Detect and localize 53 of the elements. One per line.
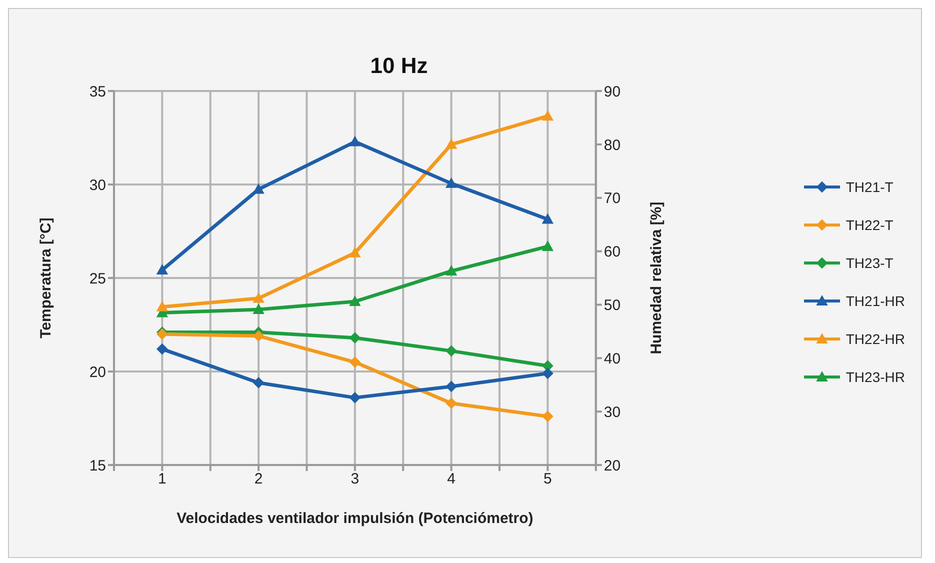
x-tick-label: 2	[254, 470, 263, 488]
y-tick-label: 35	[89, 83, 106, 100]
point	[253, 292, 264, 303]
y2-tick-label: 90	[604, 83, 621, 100]
chart-title: 10 Hz	[369, 53, 429, 79]
point	[349, 247, 360, 258]
y-tick-label: 20	[89, 364, 106, 381]
point	[349, 136, 360, 146]
legend-label: TH22-HR	[846, 331, 905, 347]
x-tick-label: 1	[158, 470, 166, 488]
y-tick-label: 25	[89, 270, 106, 288]
point	[156, 344, 168, 355]
y2-tick-label: 40	[604, 350, 621, 368]
legend-label: TH22-T	[846, 217, 894, 233]
point	[253, 184, 264, 194]
point	[253, 304, 264, 314]
point	[446, 138, 457, 149]
point	[349, 332, 360, 344]
legend-label: TH23-HR	[846, 369, 905, 385]
y-tick-label: 15	[89, 457, 106, 474]
y2-tick-label: 70	[604, 190, 621, 208]
x-tick-label: 3	[350, 470, 360, 488]
point	[542, 368, 554, 379]
x-tick-label: 5	[544, 470, 552, 488]
y2-axis-title: Humedad relativa [%]	[648, 202, 666, 354]
legend-label: TH23-T	[846, 255, 894, 271]
point	[253, 377, 264, 388]
y2-tick-label: 80	[604, 136, 621, 154]
point	[542, 110, 554, 121]
y2-tick-label: 20	[604, 457, 621, 474]
point	[542, 240, 554, 251]
point	[446, 345, 457, 356]
point	[446, 266, 457, 276]
y2-tick-label: 50	[604, 297, 621, 314]
legend-label: TH21-HR	[846, 293, 905, 309]
point	[446, 178, 457, 188]
point	[446, 398, 457, 409]
y2-tick-label: 30	[604, 404, 621, 421]
point	[349, 356, 360, 368]
y2-tick-label: 60	[604, 244, 621, 261]
point	[156, 301, 168, 312]
point	[253, 330, 264, 342]
legend-label: TH21-T	[846, 179, 894, 195]
point	[349, 392, 360, 404]
point	[446, 380, 457, 392]
x-axis-title: Velocidades ventilador impulsión (Potenciómetro)	[176, 510, 534, 527]
y-tick-label: 30	[89, 176, 106, 194]
point	[542, 410, 554, 422]
point	[542, 214, 554, 224]
point	[349, 296, 360, 306]
point	[156, 264, 168, 274]
y-axis-title: Temperatura [°C]	[37, 218, 54, 338]
x-tick-label: 4	[447, 470, 456, 488]
